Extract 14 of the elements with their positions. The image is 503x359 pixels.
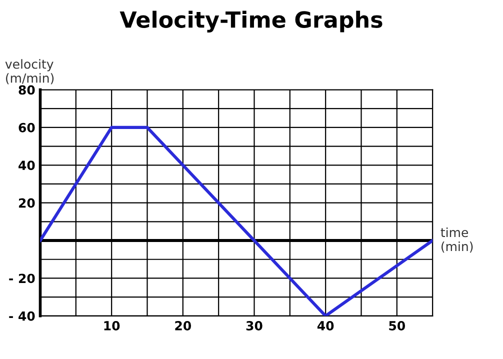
y-tick-label: 60: [18, 122, 35, 132]
y-tick-label: 20: [18, 198, 35, 208]
y-axis-title: velocity (m/min): [5, 59, 54, 84]
y-tick-label: - 20: [9, 274, 35, 284]
y-tick-label: - 40: [9, 311, 35, 321]
x-tick-label: 20: [175, 321, 192, 330]
x-tick-label: 30: [246, 321, 262, 330]
chart-title: Velocity-Time Graphs: [120, 10, 382, 32]
x-axis-title: time (min): [440, 227, 473, 253]
y-tick-label: 80: [18, 85, 35, 95]
x-tick-label: 40: [317, 321, 334, 330]
x-tick-label: 50: [389, 321, 406, 330]
x-tick-label: 10: [104, 321, 120, 330]
y-tick-label: 40: [18, 160, 35, 170]
